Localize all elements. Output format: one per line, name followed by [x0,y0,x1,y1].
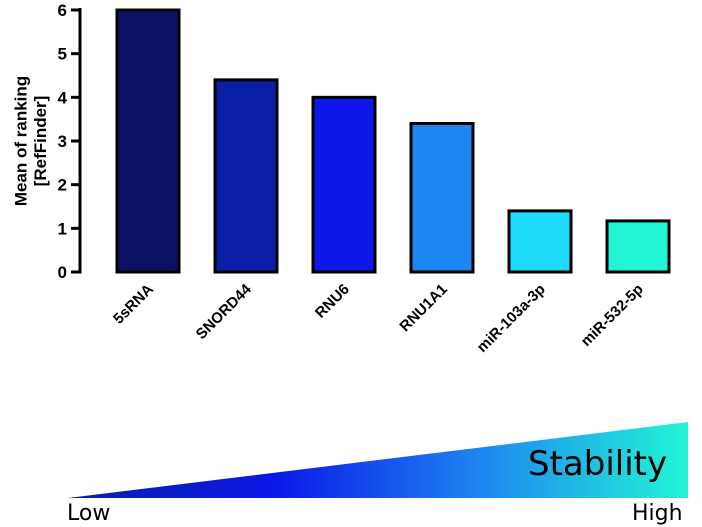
stability-label: Stability [528,444,668,484]
bar-mir-532-5p [605,219,671,274]
x-tick-label: RNU6 [312,281,353,322]
y-axis: 0 1 2 3 4 5 6 [58,1,82,282]
bar-snord44 [213,78,279,274]
stability-gradient-wedge [68,422,688,498]
bar-5srna [115,8,181,274]
high-label: High [632,501,683,526]
y-tick-label: 0 [58,263,67,282]
y-tick-label: 5 [58,45,67,64]
y-axis-title: Mean of ranking[RefFinder] [12,76,51,206]
x-tick-label: RNU1A1 [396,281,450,335]
y-tick-label: 3 [58,132,67,151]
bars [115,8,671,274]
y-axis-label: Mean of ranking[RefFinder] [12,76,51,206]
x-tick-label: 5sRNA [110,281,157,328]
bar-mir-103a-3p [507,209,573,274]
bar-rnu1a1 [409,122,475,274]
y-tick-label: 1 [58,219,67,238]
bar-rnu6 [311,95,377,274]
x-tick-label: SNORD44 [193,280,256,343]
x-tick-labels: 5sRNA SNORD44 RNU6 RNU1A1 miR-103a-3p miR-532… [110,280,647,356]
y-tick-label: 4 [58,88,68,107]
bar-chart: Mean of ranking[RefFinder] 0 1 2 3 4 5 6 5sRNA… [12,1,671,356]
stability-legend: Stability Low High [0,400,702,527]
y-tick-label: 2 [58,176,67,195]
y-tick-label: 6 [58,1,67,20]
x-tick-label: miR-103a-3p [474,281,549,356]
low-label: Low [67,501,111,526]
x-tick-label: miR-532-5p [578,281,647,350]
